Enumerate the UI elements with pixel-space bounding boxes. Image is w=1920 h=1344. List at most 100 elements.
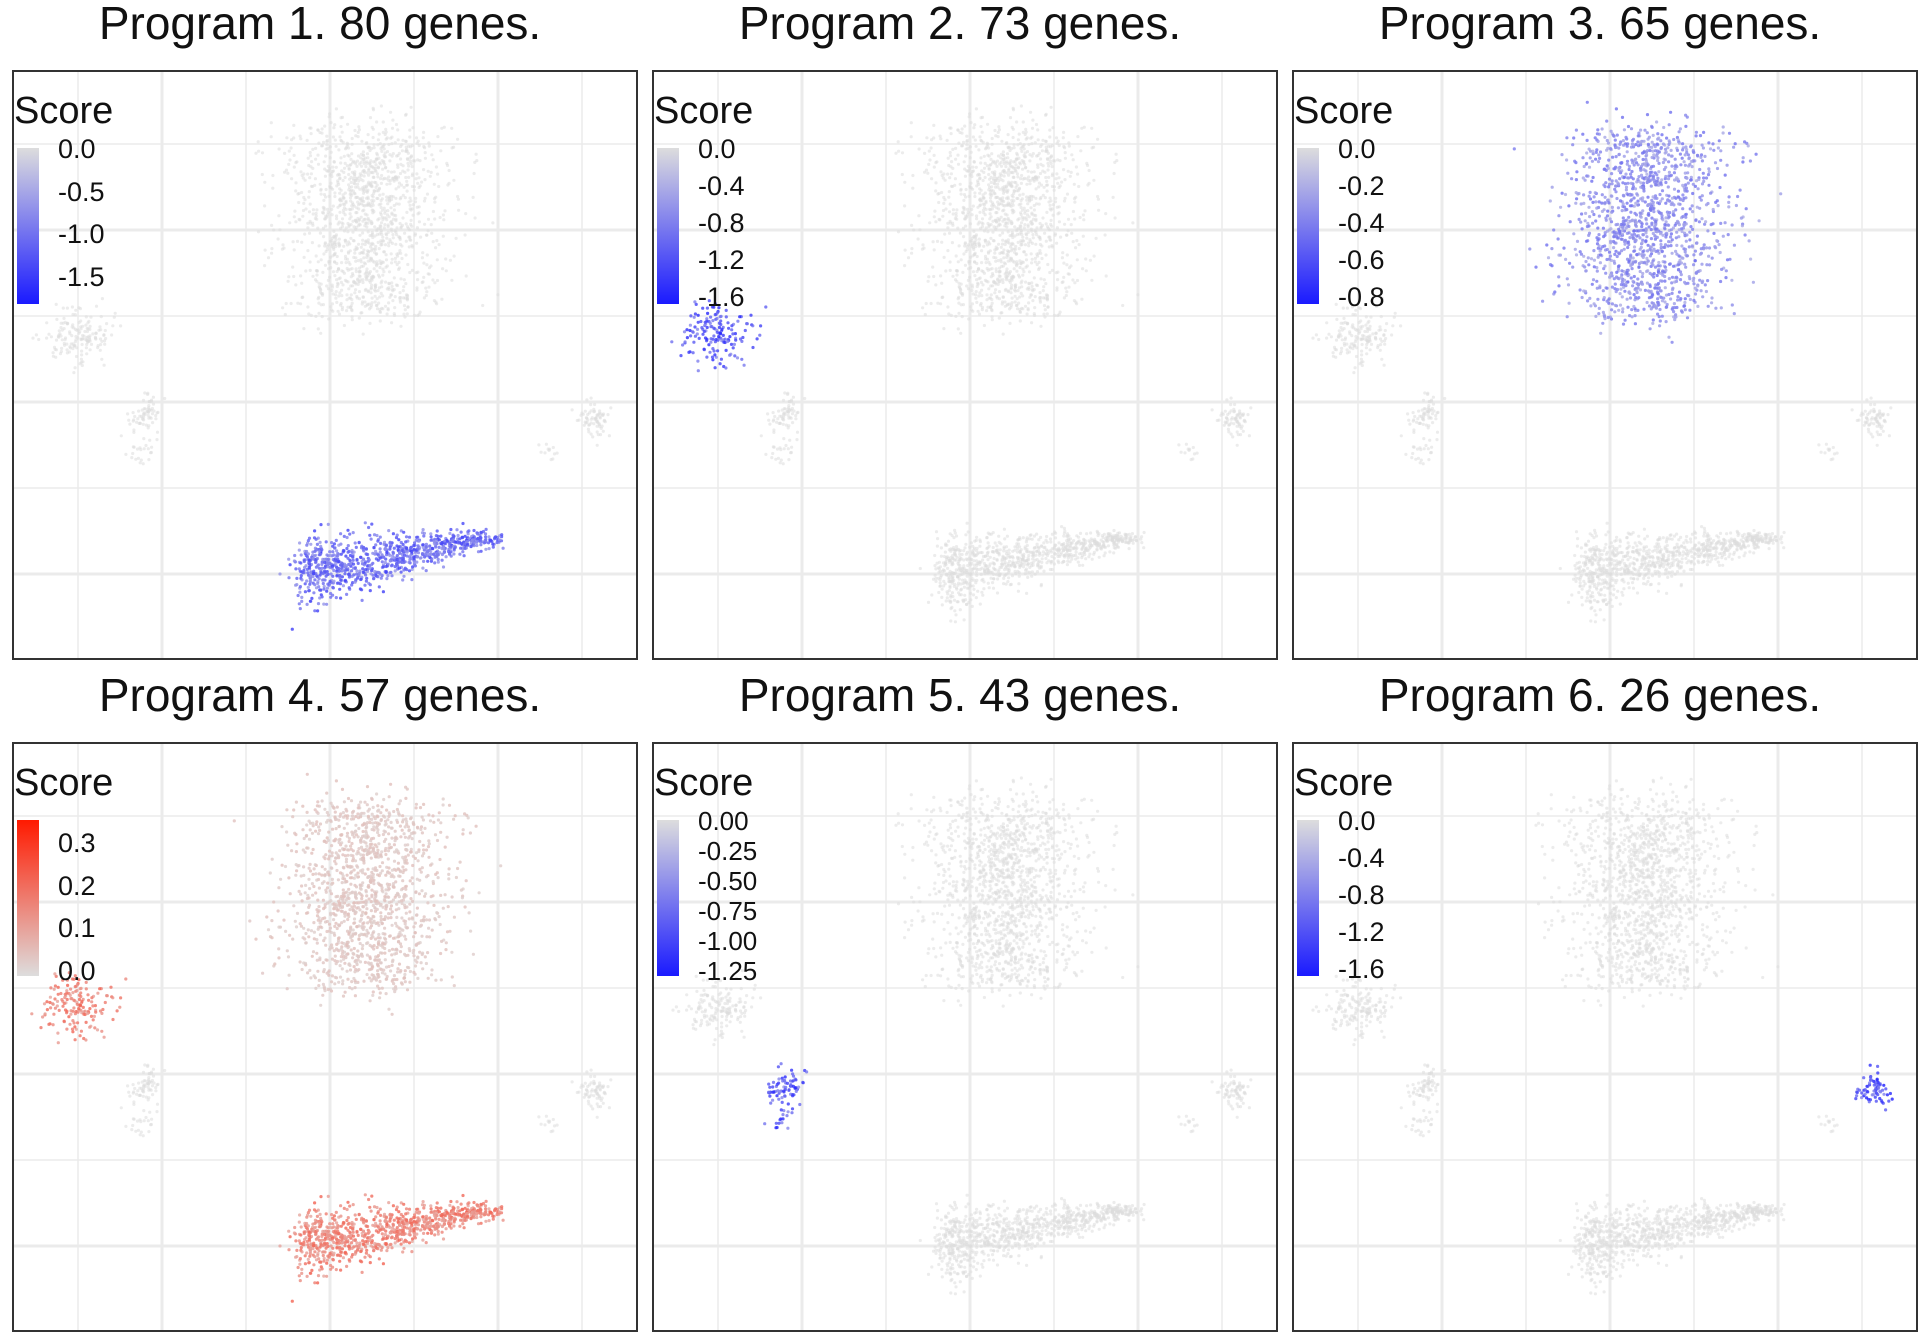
data-point	[1035, 542, 1039, 546]
data-point	[719, 322, 723, 327]
data-point	[968, 112, 972, 116]
data-point	[1042, 312, 1046, 316]
data-point	[375, 533, 379, 538]
data-point	[327, 317, 331, 321]
data-point	[992, 225, 996, 229]
data-point	[384, 557, 388, 561]
data-point	[929, 301, 933, 306]
data-point	[1007, 167, 1011, 171]
data-point	[332, 160, 336, 164]
data-point	[1061, 136, 1065, 140]
data-point	[60, 346, 64, 350]
data-point	[994, 269, 998, 274]
data-point	[86, 339, 90, 343]
data-point	[965, 574, 969, 578]
data-point	[1037, 235, 1041, 239]
data-point	[389, 136, 393, 140]
data-point	[589, 403, 593, 407]
data-point	[354, 545, 358, 549]
data-point	[382, 147, 386, 151]
data-point	[1247, 434, 1251, 438]
data-point	[416, 278, 420, 282]
data-point	[1072, 182, 1076, 186]
data-point	[963, 244, 967, 248]
data-point	[369, 537, 373, 541]
data-point	[1111, 195, 1115, 199]
data-point	[400, 256, 404, 261]
data-point	[1038, 296, 1042, 300]
data-point	[714, 338, 718, 342]
data-point	[949, 172, 953, 176]
data-point	[440, 297, 444, 301]
data-point	[425, 192, 430, 196]
data-point	[423, 555, 427, 559]
data-point	[60, 328, 64, 332]
data-point	[1009, 303, 1013, 307]
data-point	[431, 240, 435, 244]
data-point	[91, 332, 95, 336]
data-point	[1177, 443, 1181, 447]
data-point	[393, 256, 397, 260]
data-point	[1241, 413, 1245, 417]
data-point	[400, 244, 404, 248]
data-point	[1039, 183, 1044, 187]
data-point	[1006, 218, 1010, 222]
data-point	[1016, 189, 1020, 193]
data-point	[929, 146, 933, 150]
data-point	[1025, 213, 1030, 217]
data-point	[343, 254, 348, 258]
data-point	[379, 177, 383, 181]
data-point	[368, 533, 372, 537]
data-point	[789, 450, 793, 455]
data-point	[326, 210, 330, 214]
data-point	[376, 196, 380, 201]
data-point	[1048, 159, 1052, 163]
data-point	[367, 167, 371, 171]
data-point	[325, 143, 329, 147]
data-point	[967, 194, 971, 198]
data-point	[981, 222, 985, 226]
data-point	[385, 198, 389, 202]
data-point	[1037, 185, 1041, 189]
data-point	[713, 353, 717, 357]
data-point	[978, 544, 982, 548]
data-point	[968, 275, 972, 279]
data-point	[1042, 185, 1046, 189]
data-point	[973, 138, 977, 142]
data-point	[384, 165, 388, 169]
data-point	[894, 151, 898, 155]
data-point	[422, 144, 426, 149]
data-point	[717, 325, 722, 330]
data-point	[965, 550, 969, 554]
data-point	[980, 217, 985, 221]
data-point	[334, 596, 338, 600]
data-point	[311, 557, 315, 561]
data-point	[368, 203, 372, 208]
data-point	[386, 562, 390, 566]
data-point	[1012, 143, 1016, 147]
data-point	[958, 231, 962, 235]
data-point	[1015, 303, 1019, 307]
data-point	[982, 323, 986, 328]
data-point	[1001, 158, 1005, 162]
data-point	[270, 251, 274, 255]
data-point	[912, 228, 916, 232]
data-point	[292, 559, 296, 563]
data-point	[152, 409, 156, 413]
data-point	[387, 142, 391, 147]
data-point	[326, 169, 330, 173]
data-point	[406, 305, 410, 309]
data-point	[297, 567, 301, 571]
data-point	[306, 226, 310, 230]
data-point	[312, 554, 317, 558]
data-point	[364, 547, 368, 551]
data-point	[940, 295, 944, 300]
data-point	[1136, 293, 1140, 297]
data-point	[1004, 221, 1008, 226]
data-point	[381, 590, 385, 594]
data-point	[447, 541, 451, 545]
data-point	[435, 278, 440, 283]
data-point	[986, 581, 990, 585]
data-point	[949, 313, 953, 317]
data-point	[401, 193, 405, 197]
